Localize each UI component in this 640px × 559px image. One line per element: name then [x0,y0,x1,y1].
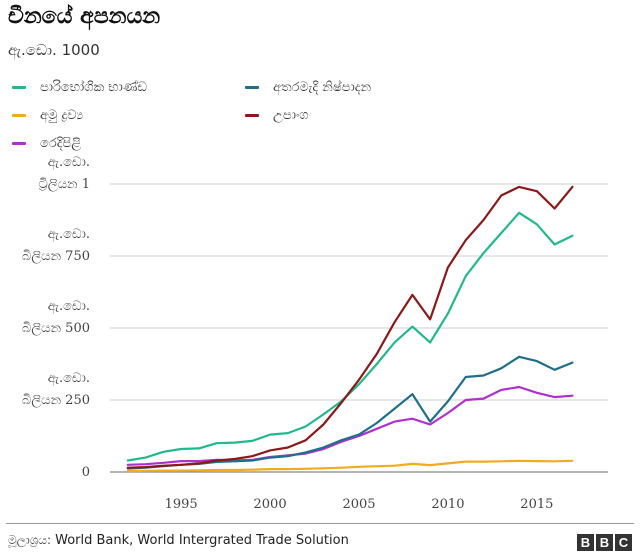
chart-subtitle: ඇ.ඩො. 1000 [8,41,100,59]
y-tick-label: බිලියන 750 [22,249,90,264]
legend-label-machinery: අතරමැදි නිෂ්පාදන [273,80,372,95]
y-tick-label: බිලියන 500 [22,321,90,336]
series-line-textiles [126,385,574,466]
footer-divider [6,523,634,524]
x-tick-label: 2000 [254,497,287,512]
legend-item-raw: අමු ද්‍රව්‍ය [12,108,83,123]
legend-swatch-textiles [12,142,26,145]
legend-swatch-components [245,114,259,117]
y-tick-label: ඇ.ඩො. [48,155,90,170]
bbc-logo: B B C [577,534,632,551]
legend-swatch-consumer [12,86,26,89]
series-line-raw [126,459,574,473]
legend-label-consumer: පාරිභෝගික භාණ්ඩ [40,80,148,95]
y-tick-label: ඇ.ඩො. [48,299,90,314]
series-line-consumer [126,211,574,462]
legend-label-components: උපාංග [273,108,309,123]
x-tick-label: 1995 [165,497,198,512]
legend-swatch-raw [12,114,26,117]
bbc-logo-letter: B [596,534,613,551]
y-tick-label: 0 [82,465,90,480]
legend-label-raw: අමු ද්‍රව්‍ය [40,108,84,123]
bbc-logo-letter: C [615,534,632,551]
x-tick-label: 2005 [342,497,375,512]
footer-source: මූලාශ්‍රය: World Bank, World Intergrated… [8,533,349,548]
bbc-logo-letter: B [577,534,594,551]
y-tick-label: ට්‍රිලියන 1 [38,177,90,192]
line-chart: 0 ඇ.ඩො. බිලියන 250 ඇ.ඩො. බිලියන 500 ඇ.ඩො. බිලි… [22,155,608,512]
legend-label-textiles: රෙදිපිළි [40,136,82,151]
chart-title: චීනයේ අපනයන [8,4,161,29]
legend-item-machinery: අතරමැදි නිෂ්පාදන [245,80,371,95]
x-tick-label: 2015 [520,497,553,512]
legend: පාරිභෝගික භාණ්ඩ අතරමැදි නිෂ්පාදන අමු ද්‍… [0,0,640,160]
x-axis-labels: 1995 2000 2005 2010 2015 [165,497,554,512]
grid [110,183,608,473]
series-line-components [126,185,574,469]
series-lines [126,185,574,473]
y-axis-labels: 0 ඇ.ඩො. බිලියන 250 ඇ.ඩො. බිලියන 500 ඇ.ඩො. බිලි… [22,155,90,480]
x-tick-label: 2010 [431,497,464,512]
y-tick-label: ඇ.ඩො. [48,371,90,386]
source-text: World Bank, World Intergrated Trade Solu… [55,533,349,548]
source-label: මූලාශ්‍රය: [8,533,51,547]
legend-item-components: උපාංග [245,108,309,123]
series-line-machinery [126,355,574,470]
y-tick-label: ඇ.ඩො. [48,227,90,242]
legend-item-textiles: රෙදිපිළි [12,136,81,151]
y-tick-label: බිලියන 250 [22,393,90,408]
legend-swatch-machinery [245,86,259,89]
legend-item-consumer: පාරිභෝගික භාණ්ඩ [12,80,147,95]
